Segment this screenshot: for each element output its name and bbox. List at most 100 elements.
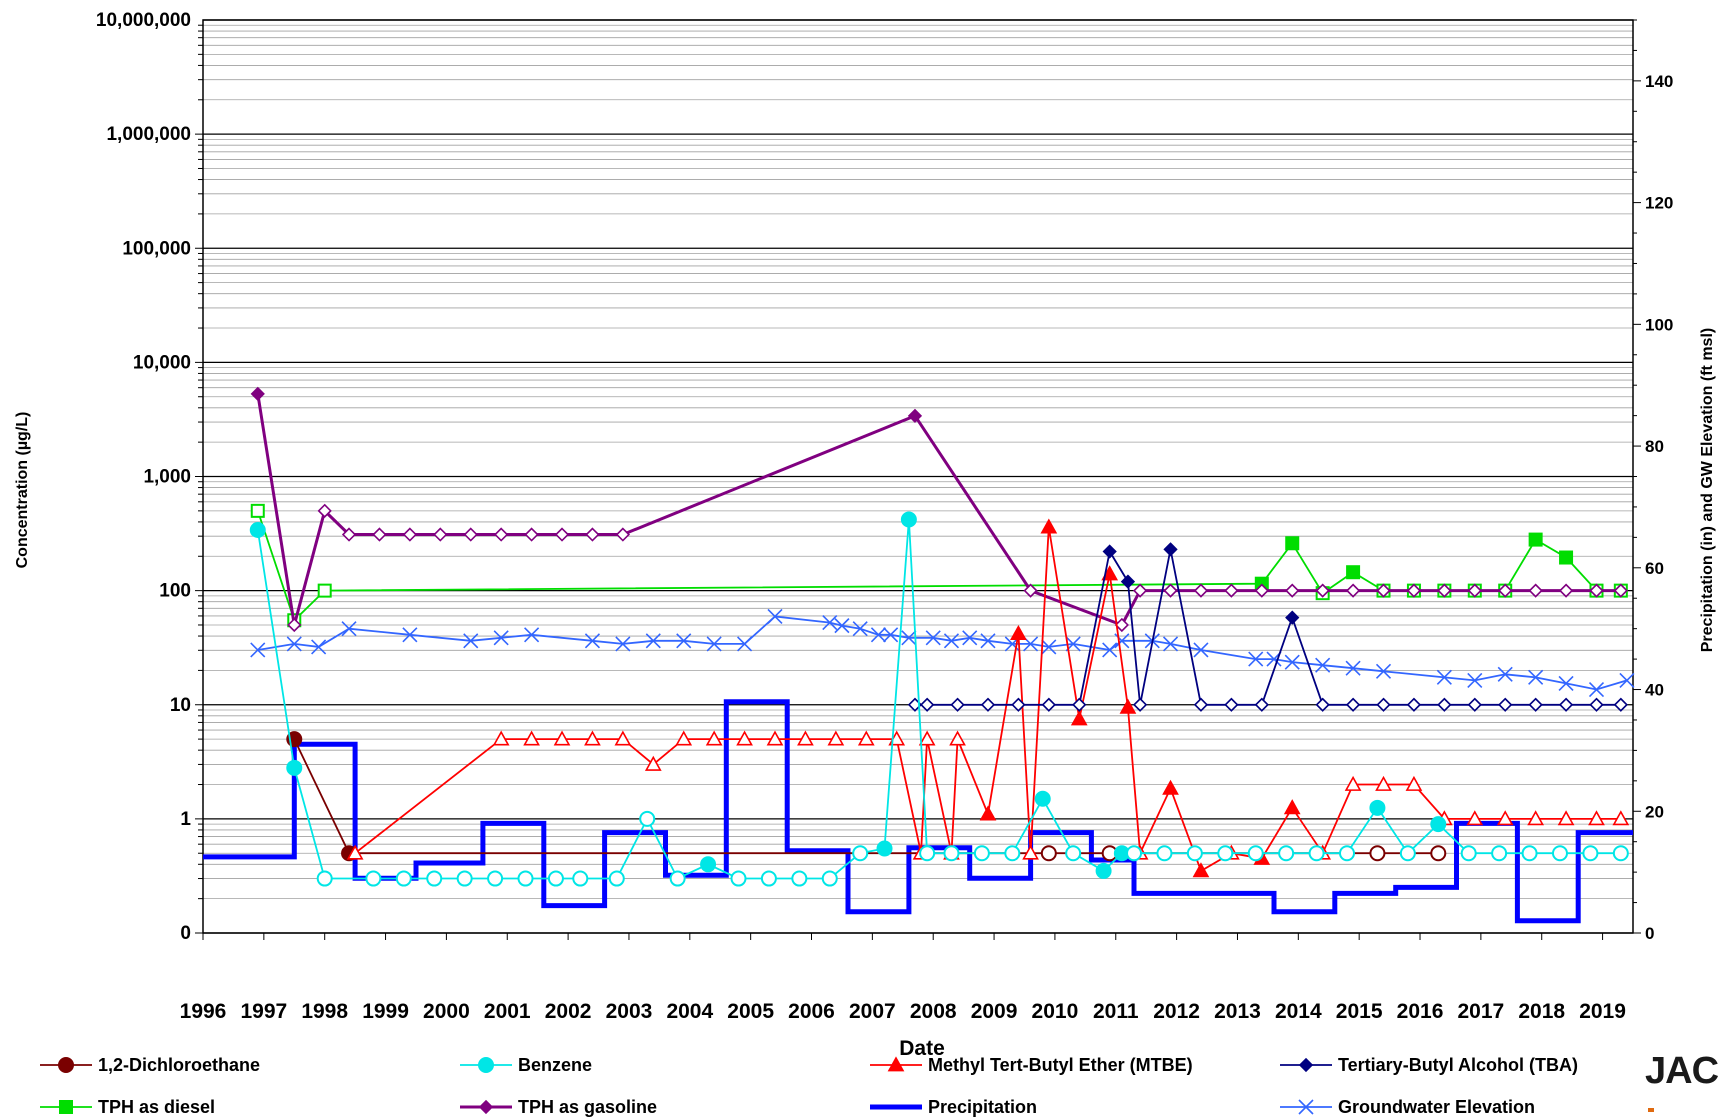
y2-tick-label: 80 [1645, 437, 1664, 456]
x-tick-label: 2019 [1579, 1000, 1626, 1023]
data-point [426, 870, 443, 887]
data-point [1375, 663, 1392, 679]
data-point [1612, 845, 1629, 862]
data-point [584, 633, 601, 649]
data-point [1070, 710, 1088, 726]
y-tick-label: 0 [180, 923, 191, 944]
data-point [1114, 617, 1129, 633]
x-tick-label: 2000 [423, 1000, 470, 1023]
data-point [250, 386, 265, 401]
y-tick-label: 10,000 [133, 352, 191, 373]
x-tick-label: 2008 [910, 1000, 957, 1023]
data-point [1095, 862, 1112, 879]
data-point [341, 621, 357, 637]
data-point [767, 608, 783, 625]
data-point [979, 805, 997, 821]
data-point [639, 810, 656, 827]
y-tick-label: 10 [170, 695, 191, 716]
x-tick-label: 2015 [1336, 1000, 1383, 1023]
data-point [1278, 845, 1295, 862]
x-tick-label: 1998 [301, 1000, 348, 1023]
data-point [250, 642, 266, 658]
legend-item: Methyl Tert-Butyl Ether (MTBE) [870, 1055, 1193, 1075]
data-point [1102, 642, 1118, 658]
data-point [433, 527, 448, 542]
data-point [1162, 779, 1179, 795]
data-point [1339, 845, 1355, 862]
data-point [857, 730, 875, 746]
data-point [1430, 816, 1447, 833]
data-point [1285, 536, 1300, 551]
x-tick-label: 2011 [1093, 1000, 1139, 1023]
data-point [1406, 583, 1422, 598]
x-tick-label: 2005 [727, 1000, 774, 1023]
data-point [1132, 697, 1148, 712]
data-point [760, 870, 777, 887]
data-point [615, 527, 631, 542]
legend-item: 1,2-Dichloroethane [40, 1055, 260, 1075]
data-point [1589, 697, 1604, 712]
data-point [1437, 697, 1452, 712]
data-point [316, 870, 333, 887]
data-point [791, 870, 808, 887]
data-point [919, 845, 936, 862]
data-point [1467, 697, 1482, 712]
x-tick-label: 2003 [606, 1000, 653, 1023]
data-point [1528, 532, 1543, 547]
x-tick-label: 2013 [1214, 1000, 1261, 1023]
legend-label: Methyl Tert-Butyl Ether (MTBE) [928, 1055, 1193, 1075]
data-point [943, 633, 960, 649]
data-point [1528, 583, 1543, 598]
company-logo: JAC [1645, 1050, 1723, 1118]
x-tick-label: 2018 [1518, 1000, 1565, 1023]
x-tick-label: 2012 [1153, 1000, 1200, 1023]
data-point [1346, 565, 1361, 580]
data-point [1460, 845, 1477, 862]
legend-item: Benzene [460, 1055, 592, 1075]
series-tph-as-gasoline [250, 386, 1628, 633]
legend-marker [58, 1057, 74, 1073]
series-group [203, 386, 1635, 924]
data-point [1114, 633, 1130, 649]
y2-tick-label: 140 [1645, 72, 1673, 91]
legend-marker [478, 1099, 494, 1115]
data-point [1010, 624, 1027, 641]
series-groundwater-elevation [250, 608, 1635, 698]
data-point [1559, 550, 1574, 565]
data-point [1619, 672, 1635, 688]
data-point [907, 408, 923, 423]
data-point [547, 870, 564, 887]
data-point [1528, 697, 1543, 712]
data-point [705, 730, 723, 746]
data-point [286, 759, 303, 776]
data-point [585, 527, 600, 542]
legend-marker [887, 1056, 905, 1072]
data-point [1345, 660, 1361, 676]
data-point [317, 503, 332, 518]
x-tick-label: 2016 [1397, 1000, 1444, 1023]
data-point [1315, 657, 1331, 673]
data-point [1375, 775, 1392, 791]
data-point [1156, 845, 1173, 862]
data-point [1217, 845, 1234, 862]
data-point [950, 697, 965, 712]
data-point [1497, 666, 1513, 682]
y-tick-label: 10,000,000 [96, 10, 191, 31]
data-point [1315, 697, 1330, 712]
data-point [737, 636, 753, 652]
data-point [524, 627, 540, 643]
y2-tick-label: 60 [1645, 559, 1664, 578]
series-precipitation [203, 699, 1633, 924]
legend-item: Tertiary-Butyl Alcohol (TBA) [1280, 1055, 1578, 1075]
data-point [311, 639, 327, 655]
data-point [341, 527, 357, 542]
data-point [517, 870, 534, 887]
data-point [1119, 698, 1137, 714]
data-point [1022, 844, 1039, 860]
data-point [821, 870, 838, 887]
data-point [1436, 669, 1452, 685]
data-point [463, 527, 478, 542]
data-point [676, 633, 692, 649]
y-tick-label: 1,000,000 [106, 124, 191, 145]
